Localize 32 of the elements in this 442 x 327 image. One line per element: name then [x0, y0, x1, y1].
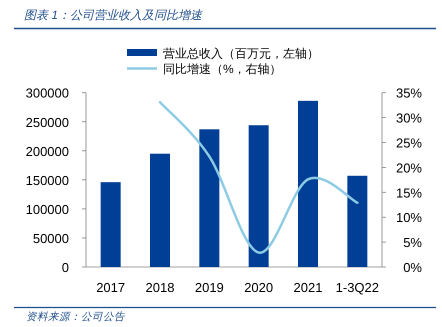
x-tick-label: 2019: [194, 280, 224, 295]
text: 资料来源：公司公告: [26, 311, 126, 323]
x-tick-label: 2020: [244, 280, 274, 295]
y-tick-label: 250000: [26, 114, 69, 130]
bar: [150, 154, 170, 267]
y-tick-label: 100000: [26, 202, 69, 217]
y-tick-label: 200000: [26, 144, 69, 159]
line-series: [158, 100, 359, 254]
bar: [298, 100, 318, 267]
bar: [248, 125, 269, 267]
y2-tick-label: 30%: [396, 110, 422, 126]
y2-tick-label: 15%: [396, 185, 422, 200]
y2-tick-label: 35%: [396, 86, 422, 101]
y2-tick-label: 5%: [403, 235, 422, 250]
y-tick-label: 50000: [32, 230, 69, 246]
bar: [347, 176, 368, 267]
x-tick-label: 2021: [294, 280, 322, 295]
y-tick-label: 300000: [26, 86, 69, 101]
y-tick-label: 150000: [26, 172, 69, 188]
x-tick-label: 2017: [96, 280, 126, 295]
y2-tick-label: 20%: [396, 160, 422, 176]
x-tick-label: 1-3Q22: [336, 280, 380, 295]
y-tick-label: 0: [62, 260, 69, 275]
legend-label: 营业总收入（百万元，左轴）: [163, 46, 319, 60]
x-tick-label: 2018: [146, 280, 174, 295]
y2-tick-label: 25%: [396, 136, 422, 150]
bar: [199, 129, 220, 267]
y2-tick-label: 0%: [403, 260, 422, 275]
bar: [100, 182, 121, 267]
y2-tick-label: 10%: [396, 210, 422, 226]
chart-title: 图表 1：公司营业收入及同比增速: [24, 8, 204, 22]
legend-label: 同比增速（%，右轴）: [163, 62, 282, 76]
